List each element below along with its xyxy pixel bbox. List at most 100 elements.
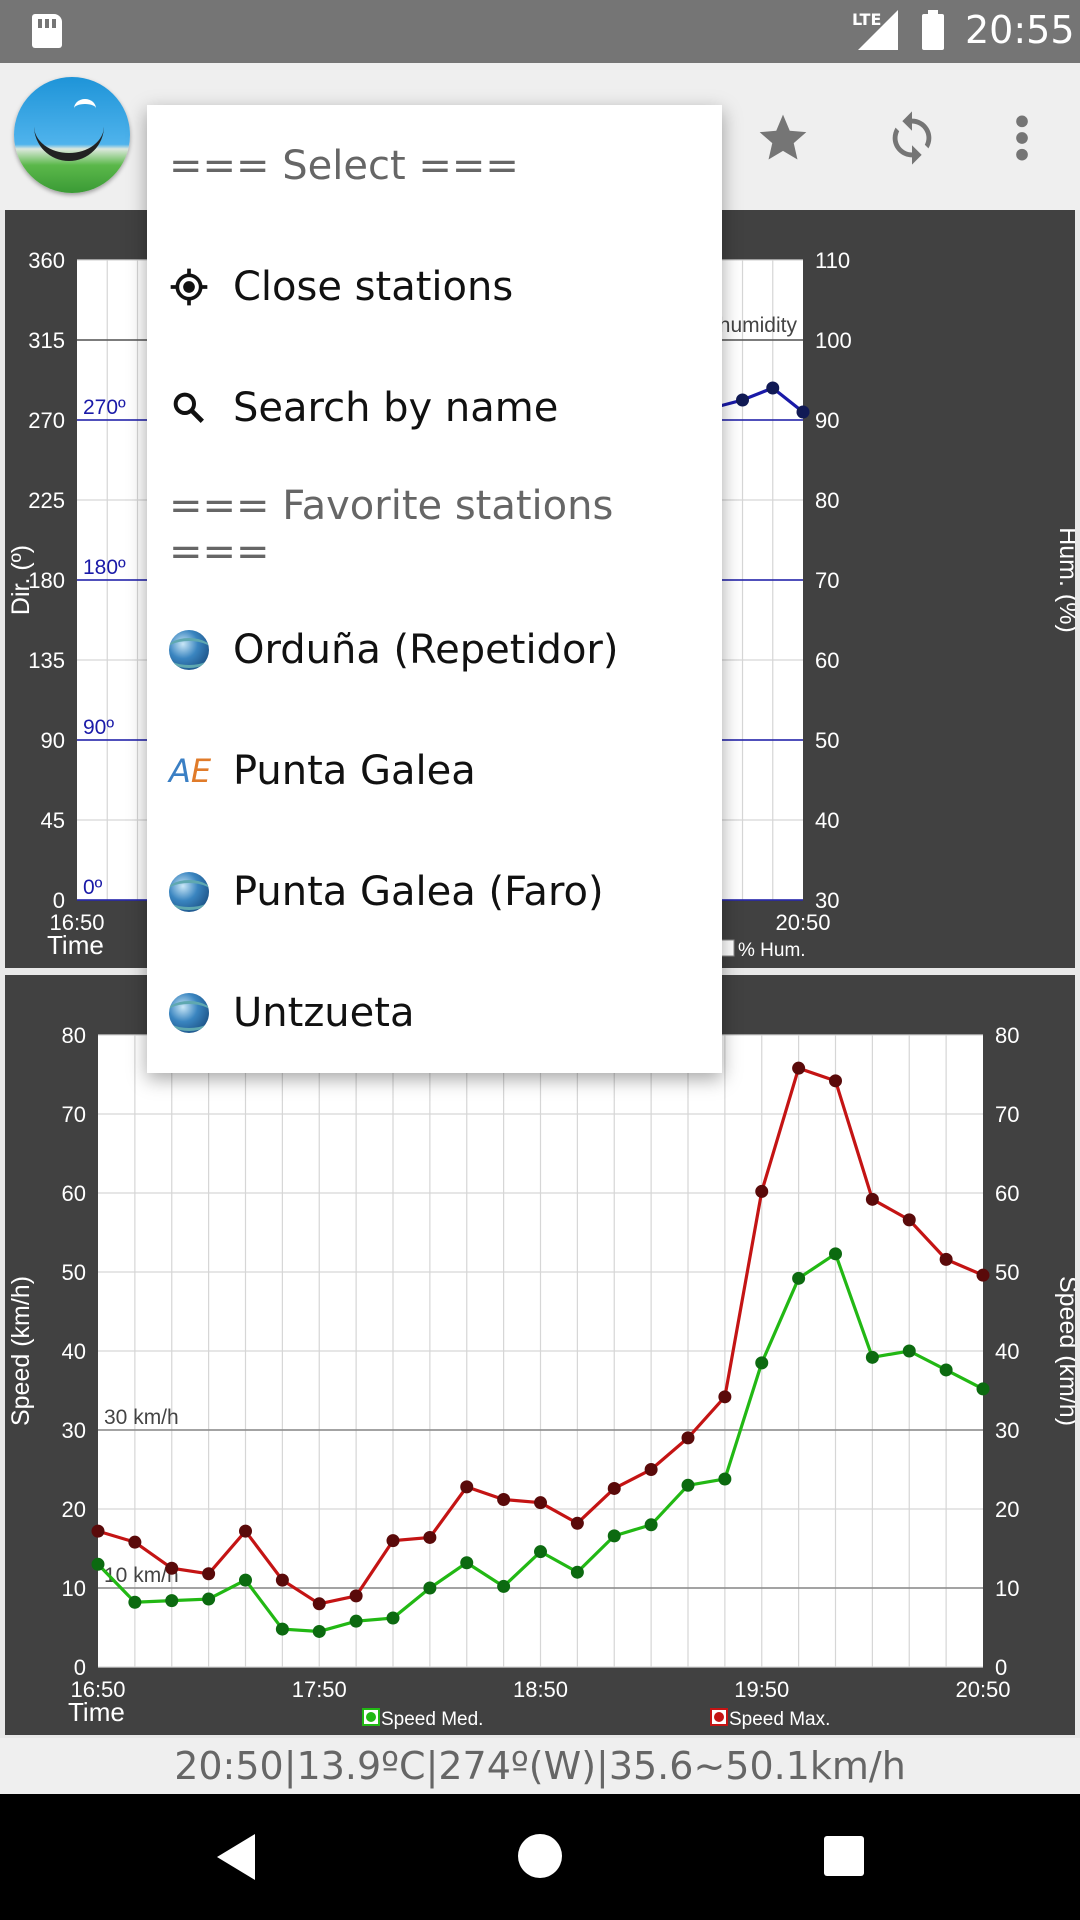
speed-max-point [497, 1493, 511, 1507]
search-icon [169, 388, 209, 428]
menu-item-search-by-name[interactable]: Search by name [147, 347, 722, 468]
speed-med-point [91, 1557, 105, 1571]
y-tick-right: 50 [815, 728, 839, 753]
y-tick-left: 40 [62, 1339, 86, 1364]
speed-med-point [644, 1518, 658, 1532]
speed-med-point [386, 1611, 400, 1625]
speed-max-point [976, 1268, 990, 1282]
speed-med-point [829, 1247, 842, 1261]
speed-med-point [460, 1556, 474, 1570]
speed-med-point [275, 1622, 289, 1636]
more-vert-icon[interactable] [987, 103, 1057, 173]
y-tick-left: 360 [28, 248, 65, 273]
favorite-station-item[interactable]: Punta Galea (Faro) [147, 831, 722, 952]
globe-icon [169, 629, 209, 670]
y-axis-label-right: Hum. (%) [1054, 527, 1075, 633]
speed-med-point [128, 1595, 142, 1609]
sd-card-icon [32, 14, 62, 48]
y-tick-left: 10 [62, 1576, 86, 1601]
y-tick-right: 60 [815, 648, 839, 673]
speed-med-point [312, 1624, 326, 1638]
y-tick-left: 225 [28, 488, 65, 513]
speed-med-point [349, 1614, 363, 1628]
y-tick-right: 80 [995, 1023, 1019, 1048]
ae-logo-icon: AE [169, 751, 212, 790]
globe-icon [169, 992, 209, 1033]
speed-max-point [865, 1192, 879, 1206]
speed-max-point [607, 1481, 621, 1495]
y-tick-left: 180 [28, 568, 65, 593]
speed-med-point [902, 1344, 916, 1358]
y-tick-left: 315 [28, 328, 65, 353]
signal-icon [858, 10, 898, 50]
y-axis-label-right: Speed (km/h) [1054, 1276, 1075, 1426]
x-tick-label: 19:50 [734, 1677, 789, 1702]
legend-marker [714, 1712, 724, 1722]
y-tick-left: 70 [62, 1102, 86, 1127]
speed-med-point [423, 1581, 437, 1595]
speed-max-point [718, 1390, 732, 1404]
y-axis-label-left: Dir. (º) [7, 545, 35, 615]
speed-max-point [128, 1535, 142, 1549]
y-tick-right: 40 [815, 808, 839, 833]
x-tick-label: 20:50 [955, 1677, 1010, 1702]
recents-icon[interactable] [824, 1836, 864, 1876]
reference-line-label: 0º [83, 876, 103, 899]
speed-max-point [755, 1184, 769, 1198]
humidity-point [796, 405, 810, 419]
speed-max-point [275, 1573, 289, 1587]
menu-header-favorites: === Favorite stations === [169, 482, 614, 575]
legend-marker [366, 1712, 376, 1722]
globe-icon [169, 871, 209, 912]
y-tick-right: 50 [995, 1260, 1019, 1285]
speed-med-point [939, 1363, 953, 1377]
status-time: 20:55 [965, 8, 1075, 52]
legend-label: Speed Med. [381, 1709, 483, 1730]
y-tick-left: 135 [28, 648, 65, 673]
y-tick-right: 20 [995, 1497, 1019, 1522]
y-tick-right: 110 [815, 248, 850, 273]
speed-max-point [902, 1213, 916, 1227]
speed-max-point [939, 1252, 953, 1266]
speed-med-point [202, 1592, 216, 1606]
speed-max-point [570, 1516, 584, 1530]
y-tick-right: 70 [815, 568, 839, 593]
star-icon[interactable] [748, 103, 818, 173]
favorite-station-item[interactable]: AE Punta Galea [169, 747, 476, 794]
speed-med-point [755, 1356, 769, 1370]
y-tick-right: 30 [995, 1418, 1019, 1443]
status-bar: LTE 20:55 [0, 0, 1080, 63]
speed-max-point [792, 1061, 806, 1075]
menu-item-close-stations[interactable]: Close stations [147, 226, 722, 347]
speed-med-point [865, 1350, 879, 1364]
y-tick-left: 90 [41, 728, 65, 753]
speed-max-point [681, 1431, 695, 1445]
app-logo[interactable] [14, 77, 130, 193]
speed-med-point [239, 1573, 252, 1587]
x-tick-label: 16:50 [49, 910, 104, 935]
reference-line-label: 30 km/h [104, 1406, 179, 1429]
speed-med-point [570, 1565, 584, 1579]
back-icon[interactable] [217, 1834, 255, 1880]
speed-chart: 80 80 70 70 60 60 50 50 40 40 30 30 20 20 10 10 0 0 Speed … [5, 975, 1075, 1735]
speed-med-point [497, 1579, 511, 1593]
y-tick-right: 40 [995, 1339, 1019, 1364]
reference-line-label: 90º [83, 716, 114, 739]
humidity-point [736, 393, 749, 407]
humidity-point [766, 381, 780, 395]
y-tick-right: 0 [995, 1655, 1007, 1680]
speed-max-point [829, 1074, 842, 1088]
speed-max-point [423, 1530, 437, 1544]
y-tick-left: 80 [62, 1023, 86, 1048]
favorite-station-item[interactable]: Untzueta [147, 952, 722, 1073]
x-tick-label: 18:50 [513, 1677, 568, 1702]
speed-max-point [644, 1463, 658, 1476]
speed-med-point [718, 1472, 732, 1486]
speed-med-point [681, 1478, 695, 1492]
refresh-icon[interactable] [877, 103, 947, 173]
favorite-station-item[interactable]: Orduña (Repetidor) [147, 589, 722, 710]
reference-line-label: 10 km/h [104, 1564, 179, 1587]
home-icon[interactable] [518, 1834, 562, 1878]
reference-line-label: 180º [83, 556, 126, 579]
speed-med-point [976, 1382, 990, 1396]
